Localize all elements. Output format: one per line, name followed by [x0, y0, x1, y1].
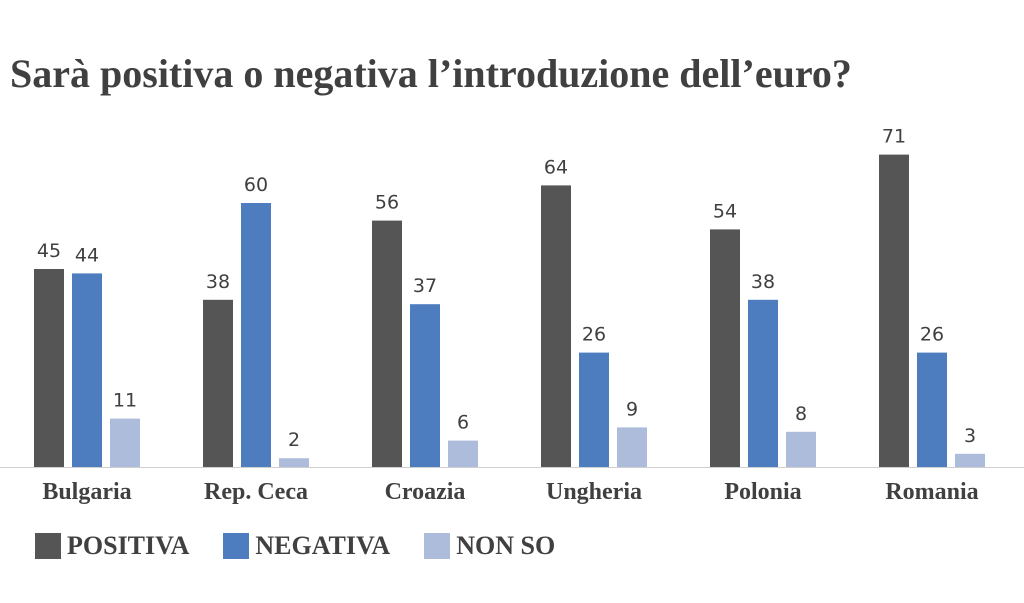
data-label: 6 [457, 412, 469, 434]
bar [34, 269, 64, 467]
data-label: 37 [413, 275, 437, 297]
data-label: 44 [75, 244, 99, 266]
category-label: Bulgaria [42, 479, 131, 505]
bar [72, 273, 102, 467]
category-label: Ungheria [546, 479, 642, 505]
bar [203, 299, 233, 467]
data-label: 2 [288, 429, 300, 451]
category-label: Romania [885, 479, 978, 505]
category-label: Croazia [385, 479, 466, 505]
legend-swatch-negativa [223, 533, 250, 559]
data-label: 9 [626, 398, 638, 420]
data-label: 26 [582, 324, 606, 346]
legend-item-positiva: POSITIVA [35, 531, 189, 561]
data-label: 56 [375, 192, 399, 214]
bar [241, 203, 271, 467]
bar [955, 453, 985, 467]
legend-label-non-so: NON SO [456, 531, 556, 560]
bar [917, 352, 947, 467]
bar [879, 154, 909, 467]
data-label: 71 [882, 126, 906, 148]
bar [786, 431, 816, 467]
legend-swatch-non-so [424, 533, 451, 559]
data-label: 11 [113, 390, 137, 412]
bar [748, 299, 778, 467]
bar [617, 427, 647, 467]
data-label: 3 [964, 425, 976, 447]
data-label: 8 [795, 403, 807, 425]
bar [710, 229, 740, 467]
category-label: Polonia [724, 479, 801, 505]
bar [410, 304, 440, 467]
legend-item-non-so: NON SO [424, 531, 555, 561]
legend-item-negativa: NEGATIVA [223, 531, 390, 561]
data-label: 60 [244, 174, 268, 196]
bar [372, 220, 402, 467]
bar [279, 458, 309, 467]
legend-label-positiva: POSITIVA [67, 531, 190, 560]
data-label: 64 [544, 156, 568, 178]
data-label: 45 [37, 240, 61, 262]
data-label: 38 [751, 271, 775, 293]
category-label: Rep. Ceca [204, 479, 308, 505]
bar [448, 440, 478, 467]
data-label: 26 [920, 324, 944, 346]
legend-swatch-positiva [35, 533, 61, 559]
legend-label-negativa: NEGATIVA [255, 531, 391, 560]
bar [579, 352, 609, 467]
data-label: 54 [713, 200, 737, 222]
data-label: 38 [206, 271, 230, 293]
legend: POSITIVA NEGATIVA NON SO [35, 526, 589, 566]
bar [541, 185, 571, 467]
bar [110, 418, 140, 467]
chart-title: Sarà positiva o negativa l’introduzione … [10, 51, 852, 96]
